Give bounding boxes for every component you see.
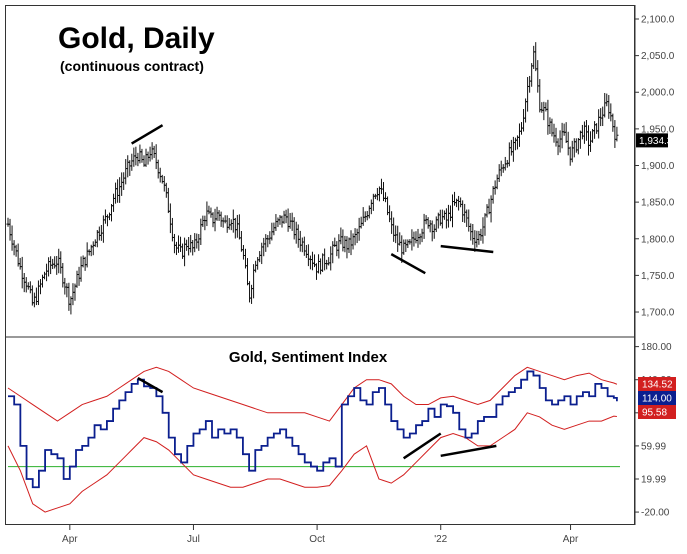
- price-axis-tick-label: 2,000.0: [641, 88, 675, 99]
- sentiment-value-tag: [638, 377, 676, 391]
- price-axis-tick-label: 1,750.0: [641, 271, 675, 282]
- sentiment-annotation-line: [137, 376, 164, 394]
- price-panel: 2,100.0 2,050.0 2,000.0 1,950.0 1,900.0 1,850…: [6, 14, 675, 319]
- sentiment-value-label: 134.52: [642, 380, 673, 391]
- last-price-label: 1,934.3: [639, 136, 673, 147]
- sentiment-title: Gold, Sentiment Index: [229, 349, 388, 366]
- price-axis-tick-label: 1,850.0: [641, 198, 675, 209]
- sentiment-index-line: [8, 370, 618, 489]
- lower-band-line: [7, 412, 617, 513]
- price-axis-tick-label: 1,900.0: [641, 161, 675, 172]
- sentiment-value-label: 114.00: [642, 394, 672, 405]
- price-annotation-line: [130, 124, 164, 145]
- time-axis-tick-label: Apr: [563, 534, 579, 545]
- chart-title: Gold, Daily: [58, 22, 215, 55]
- price-annotation-line: [390, 253, 426, 275]
- sentiment-annotation-line: [440, 444, 497, 458]
- sentiment-axis-tick-label: 180.00: [641, 342, 672, 353]
- price-axis-tick-label: 1,800.0: [641, 234, 675, 245]
- sentiment-axis-tick-label: -20.00: [641, 508, 670, 519]
- time-axis-tick-label: Apr: [62, 534, 78, 545]
- time-axis-tick-label: '22: [434, 534, 447, 545]
- time-axis-tick-label: Jul: [187, 534, 200, 545]
- sentiment-annotation-line: [402, 432, 442, 460]
- price-axis-tick-label: 2,100.0: [641, 14, 675, 25]
- sentiment-axis-tick-label: 59.99: [641, 441, 666, 452]
- price-axis-tick-label: 1,950.0: [641, 124, 675, 135]
- sentiment-value-tag: [638, 405, 676, 419]
- time-axis-tick-label: Oct: [309, 534, 325, 545]
- sentiment-value-label: 95.58: [642, 408, 667, 419]
- chart-subtitle: (continuous contract): [60, 58, 204, 74]
- last-price-tag: [636, 133, 668, 148]
- sentiment-value-tag: [638, 391, 676, 405]
- upper-band-line: [7, 366, 618, 422]
- price-axis-tick-label: 1,700.0: [641, 308, 675, 319]
- sentiment-panel: 180.00140.0099.9959.9919.99-20.00AprJulO…: [7, 342, 676, 545]
- price-annotation-line: [440, 244, 494, 254]
- sentiment-axis-tick-label: 19.99: [641, 474, 666, 485]
- price-axis-tick-label: 2,050.0: [641, 51, 675, 62]
